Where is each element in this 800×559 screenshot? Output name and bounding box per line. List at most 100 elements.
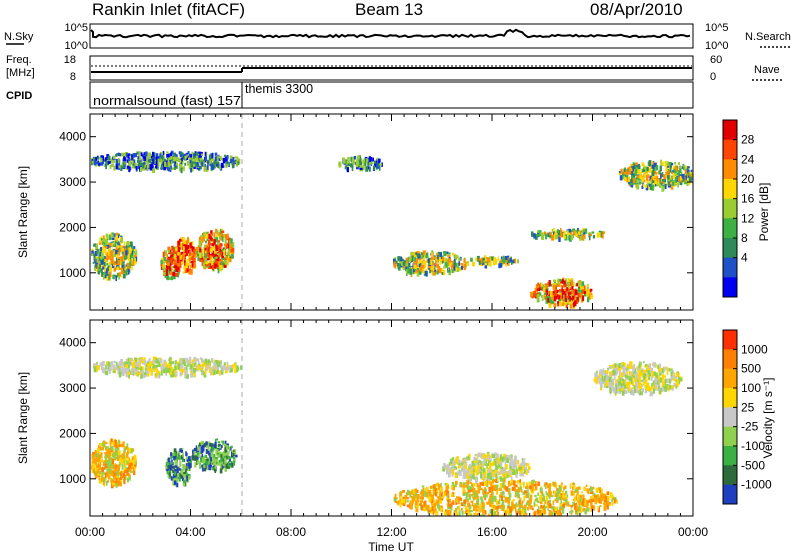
echo-cell [589, 236, 591, 241]
power-colorbar-label: Power [dB] [757, 183, 771, 242]
echo-cell [501, 471, 504, 475]
echo-cell [461, 482, 463, 487]
echo-cell [222, 365, 224, 367]
echo-cell [541, 287, 543, 291]
echo-cell [496, 490, 498, 494]
echo-cell [122, 464, 124, 470]
echo-cell [537, 493, 539, 496]
echo-cell [519, 511, 521, 516]
echo-cell [113, 361, 115, 363]
echo-cell [479, 460, 481, 464]
echo-cell [423, 509, 426, 512]
echo-cell [547, 298, 549, 302]
echo-cell [129, 167, 131, 172]
echo-cell [105, 240, 108, 245]
echo-cell [492, 454, 495, 458]
echo-cell [519, 467, 521, 470]
echo-cell [105, 442, 108, 444]
echo-cell [197, 248, 199, 250]
echo-cell [190, 265, 192, 268]
echo-cell [171, 476, 173, 480]
echo-cell [205, 455, 207, 458]
echo-cell [122, 473, 125, 478]
echo-cell [483, 260, 485, 262]
echo-cell [400, 503, 402, 507]
echo-cell [134, 262, 136, 266]
echo-cell [174, 469, 177, 472]
echo-cell [491, 490, 493, 494]
echo-cell [482, 482, 484, 486]
echo-cell [110, 441, 112, 446]
echo-cell [194, 462, 196, 467]
echo-cell [222, 462, 224, 465]
echo-cell [590, 289, 593, 292]
echo-cell [484, 489, 487, 491]
echo-cell [637, 175, 640, 177]
echo-cell [169, 268, 171, 272]
echo-cell [515, 467, 517, 469]
echo-cell [584, 291, 586, 294]
colorbar-tick-label: 4 [741, 251, 748, 265]
echo-cell [163, 252, 165, 258]
echo-cell [533, 293, 536, 297]
echo-cell [437, 255, 439, 260]
echo-cell [445, 509, 447, 511]
echo-cell [539, 495, 542, 501]
echo-cell [152, 164, 154, 167]
echo-cell [541, 234, 544, 240]
echo-cell [95, 450, 97, 454]
echo-cell [674, 170, 677, 173]
echo-cell [646, 175, 649, 181]
echo-cell [357, 157, 360, 160]
echo-cell [195, 365, 197, 368]
echo-cell [165, 369, 168, 373]
echo-cell [129, 362, 131, 365]
echo-cell [472, 461, 474, 464]
echo-cell [443, 266, 446, 269]
echo-cell [131, 369, 133, 375]
echo-cell [207, 165, 209, 170]
echo-cell [137, 156, 139, 159]
echo-cell [173, 248, 175, 254]
nsearch-label: N.Search [745, 31, 791, 43]
echo-cell [211, 159, 214, 162]
echo-cell [607, 491, 610, 495]
echo-cell [169, 258, 172, 263]
echo-cell [182, 254, 184, 259]
echo-cell [197, 358, 199, 362]
echo-cell [200, 457, 202, 462]
echo-cell [367, 159, 369, 161]
echo-cell [583, 495, 585, 499]
echo-cell [402, 491, 404, 494]
echo-cell [168, 462, 170, 465]
echo-cell [219, 370, 221, 374]
echo-cell [99, 265, 101, 269]
echo-cell [194, 455, 197, 461]
echo-cell [421, 252, 423, 255]
echo-cell [117, 260, 120, 265]
echo-cell [196, 247, 198, 251]
echo-cell [434, 272, 436, 276]
echo-cell [508, 481, 510, 487]
echo-cell [529, 482, 531, 485]
echo-cell [635, 162, 638, 165]
echo-cell [186, 457, 188, 460]
echo-cell [106, 276, 108, 281]
echo-cell [105, 246, 108, 248]
echo-cell [469, 464, 471, 467]
echo-cell [447, 270, 449, 272]
echo-cell [553, 482, 555, 487]
echo-cell [633, 173, 635, 177]
echo-cell [466, 492, 468, 498]
echo-cell [135, 372, 137, 376]
echo-cell [183, 480, 186, 483]
echo-cell [430, 486, 432, 489]
echo-cell [164, 257, 167, 261]
echo-cell [587, 285, 589, 287]
echo-cell [112, 453, 114, 457]
echo-cell [208, 263, 210, 266]
echo-cell [201, 154, 204, 156]
echo-cell [360, 168, 363, 170]
echo-cell [95, 457, 98, 462]
echo-cell [187, 459, 189, 461]
